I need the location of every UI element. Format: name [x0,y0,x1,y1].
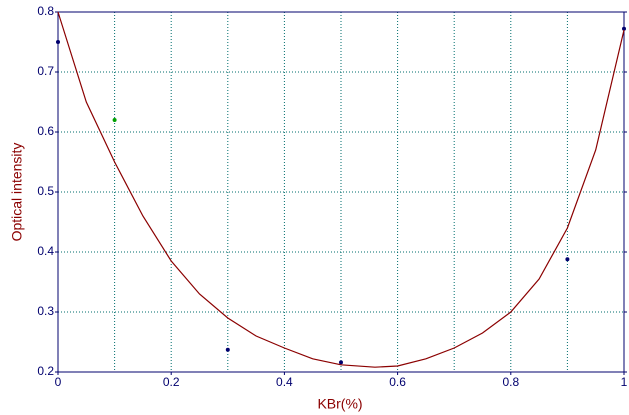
data-point [56,40,60,44]
y-tick-label: 0.3 [37,304,54,318]
y-tick-label: 0.7 [37,64,54,78]
data-point [565,257,570,262]
x-tick-label: 1 [621,375,628,389]
y-axis-title: Optical intensity [9,143,25,242]
x-tick-label: 0.6 [389,375,406,389]
y-tick-label: 0.6 [37,124,54,138]
data-point [225,347,230,352]
x-tick-label: 0.2 [163,375,180,389]
x-tick-label: 0.8 [502,375,519,389]
data-point [339,360,343,365]
y-tick-label: 0.4 [37,244,54,258]
data-point [622,26,626,31]
data-point [112,118,117,122]
fit-curve [57,11,625,368]
x-tick-label: 0.4 [276,375,293,389]
y-tick-label: 0.2 [37,364,54,378]
y-tick-label: 0.5 [37,184,54,198]
x-tick-label: 0 [55,375,62,389]
y-tick-label: 0.8 [37,4,54,18]
x-axis-title: KBr(%) [317,396,362,412]
